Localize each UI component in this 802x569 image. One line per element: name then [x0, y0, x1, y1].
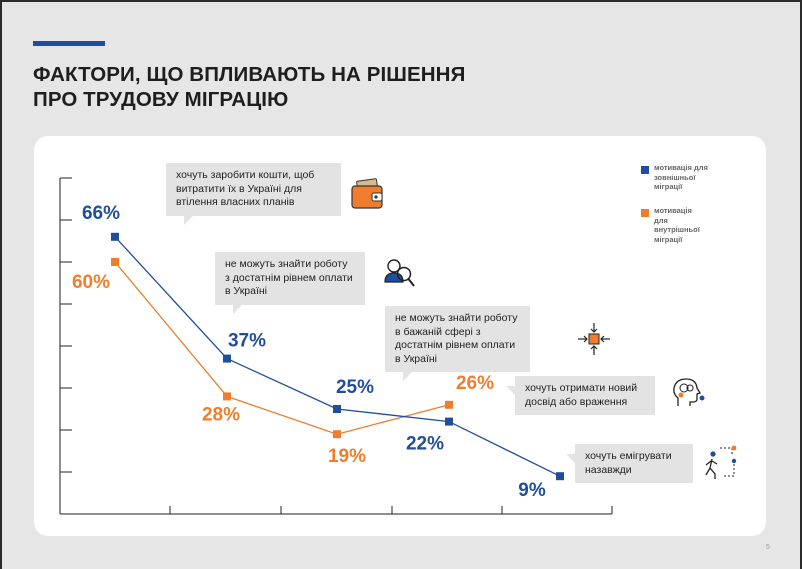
data-label: 26%	[456, 373, 494, 394]
legend-label-internal: мотивація для внутрішньої міграції	[654, 206, 700, 244]
data-label: 22%	[406, 434, 444, 455]
data-point	[223, 392, 231, 401]
legend-swatch-internal	[641, 209, 649, 217]
data-label: 25%	[336, 377, 374, 398]
data-label: 66%	[82, 203, 120, 224]
callout-no-paid-work-text: не можуть знайти роботу з достатнім рівн…	[225, 258, 353, 297]
data-point	[333, 430, 341, 439]
data-label: 60%	[72, 272, 110, 293]
callout-emigrate-forever: хочуть емігрувати назавжди	[566, 444, 693, 483]
job-search-icon	[384, 259, 415, 287]
data-point	[556, 472, 564, 481]
data-point	[111, 258, 119, 266]
data-label: 9%	[518, 480, 546, 501]
callout-no-work-in-field: не можуть знайти роботу в бажаній сфері …	[385, 306, 530, 381]
series-line-1	[114, 261, 450, 435]
data-point	[333, 405, 341, 413]
page-title: ФАКТОРИ, ЩО ВПЛИВАЮТЬ НА РІШЕННЯ ПРО ТРУ…	[33, 62, 633, 112]
walking-person-icon	[705, 445, 737, 479]
data-label: 28%	[202, 404, 240, 425]
page-title-line-1: ФАКТОРИ, ЩО ВПЛИВАЮТЬ НА РІШЕННЯ	[33, 63, 466, 86]
brain-idea-icon	[673, 378, 705, 406]
callout-earn-money: хочуть заробити кошти, щоб витратити їх …	[166, 163, 341, 224]
data-point	[223, 354, 231, 363]
data-label: 19%	[328, 446, 366, 467]
callout-new-experience-text: хочуть отримати новий досвід або враженн…	[525, 382, 638, 408]
wallet-icon	[351, 178, 383, 209]
data-point	[445, 400, 453, 409]
legend-label-external: мотивація для зовнішньої міграції	[654, 163, 708, 191]
callout-earn-money-text: хочуть заробити кошти, щоб витратити їх …	[176, 169, 315, 208]
accent-bar	[33, 41, 105, 46]
data-label: 37%	[228, 331, 266, 352]
callout-no-paid-work: не можуть знайти роботу з достатнім рівн…	[215, 252, 365, 313]
page-number: 5	[766, 544, 770, 551]
data-point	[111, 232, 119, 241]
callout-emigrate-forever-text: хочуть емігрувати назавжди	[585, 450, 672, 476]
legend-swatch-external	[641, 166, 649, 174]
data-point	[445, 417, 453, 426]
callout-no-work-in-field-text: не можуть знайти роботу в бажаній сфері …	[395, 312, 518, 365]
focus-arrows-icon	[578, 323, 610, 355]
callout-new-experience: хочуть отримати новий досвід або враженн…	[506, 376, 655, 415]
page-title-line-2: ПРО ТРУДОВУ МІГРАЦІЮ	[33, 88, 289, 111]
